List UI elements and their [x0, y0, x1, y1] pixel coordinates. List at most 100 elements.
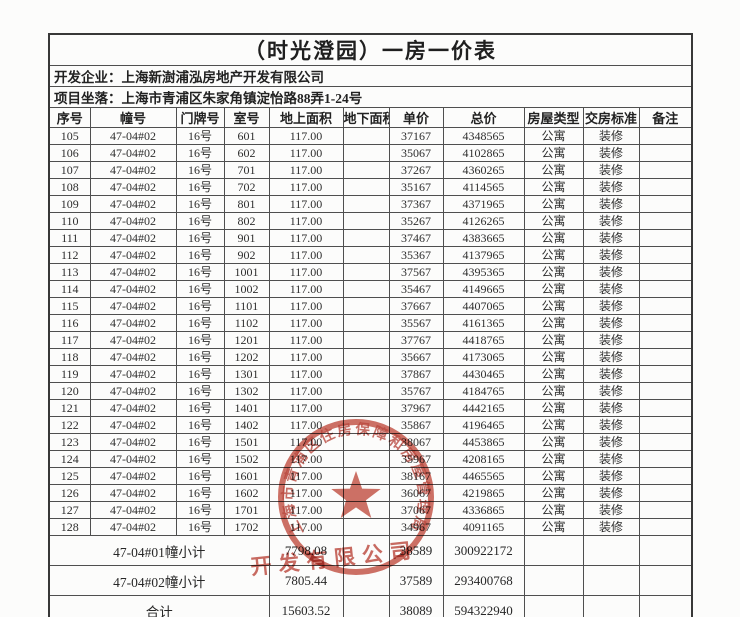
- table-cell: 装修: [582, 416, 640, 434]
- table-row: 120 47-04#02 16号 1302 117.00 35767 4184765 公寓 装修: [48, 382, 693, 400]
- table-cell: 16号: [175, 399, 225, 417]
- table-cell: 37467: [388, 229, 444, 247]
- table-cell: 119: [48, 365, 91, 383]
- table-cell: 35267: [388, 212, 444, 230]
- table-cell: 36067: [388, 484, 444, 502]
- table-cell: 4383665: [442, 229, 525, 247]
- table-cell: 16号: [175, 501, 225, 519]
- table-cell: 701: [223, 161, 270, 179]
- summary-house-type: [523, 595, 584, 617]
- table-cell: 公寓: [523, 484, 584, 502]
- table-cell: 公寓: [523, 433, 584, 451]
- table-cell: 117.00: [268, 297, 344, 315]
- table-cell: 16号: [175, 433, 225, 451]
- table-cell: 37167: [388, 127, 444, 145]
- table-cell: 16号: [175, 297, 225, 315]
- table-row: 109 47-04#02 16号 801 117.00 37367 4371965 公寓 装修: [48, 195, 693, 213]
- table-cell: 装修: [582, 212, 640, 230]
- table-cell: 16号: [175, 518, 225, 536]
- table-cell: [342, 416, 390, 434]
- table-cell: 1302: [223, 382, 270, 400]
- table-summary: 47-04#01幢小计 7798.08 38589 300922172 47-04#02…: [48, 535, 693, 617]
- summary-below-area: [342, 535, 390, 566]
- table-cell: 35867: [388, 416, 444, 434]
- table-cell: [342, 331, 390, 349]
- table-cell: [638, 229, 693, 247]
- table-row: 105 47-04#02 16号 601 117.00 37167 4348565 公寓 装修: [48, 127, 693, 145]
- summary-total-price: 594322940: [442, 595, 525, 617]
- summary-label: 47-04#01幢小计: [48, 535, 270, 566]
- summary-remark: [638, 535, 693, 566]
- table-cell: [342, 280, 390, 298]
- table-cell: 117.00: [268, 331, 344, 349]
- table-cell: [342, 467, 390, 485]
- table-cell: 113: [48, 263, 91, 281]
- table-cell: 4336865: [442, 501, 525, 519]
- table-cell: 37967: [388, 399, 444, 417]
- table-cell: 装修: [582, 501, 640, 519]
- summary-house-type: [523, 565, 584, 596]
- table-cell: 117.00: [268, 212, 344, 230]
- table-cell: 37667: [388, 297, 444, 315]
- table-cell: 37267: [388, 161, 444, 179]
- table-cell: 127: [48, 501, 91, 519]
- table-row: 111 47-04#02 16号 901 117.00 37467 4383665 公寓 装修: [48, 229, 693, 247]
- table-cell: 117.00: [268, 144, 344, 162]
- table-cell: 4430465: [442, 365, 525, 383]
- table-cell: 1601: [223, 467, 270, 485]
- table-cell: 47-04#02: [89, 297, 177, 315]
- table-cell: [342, 195, 390, 213]
- table-cell: 125: [48, 467, 91, 485]
- table-cell: 702: [223, 178, 270, 196]
- table-cell: 902: [223, 246, 270, 264]
- table-cell: [638, 263, 693, 281]
- table-cell: [342, 484, 390, 502]
- table-cell: 装修: [582, 144, 640, 162]
- table-cell: 16号: [175, 178, 225, 196]
- table-cell: 装修: [582, 382, 640, 400]
- table-cell: 117.00: [268, 246, 344, 264]
- table-cell: 16号: [175, 467, 225, 485]
- table-cell: 4114565: [442, 178, 525, 196]
- summary-row: 合计 15603.52 38089 594322940: [48, 595, 693, 617]
- table-cell: 37567: [388, 263, 444, 281]
- table-cell: 4149665: [442, 280, 525, 298]
- price-table: （时光澄园）一房一价表 开发企业：上海新澍浦泓房地产开发有限公司 项目坐落：上海…: [48, 33, 694, 617]
- table-cell: 16号: [175, 484, 225, 502]
- table-cell: 装修: [582, 127, 640, 145]
- table-cell: 801: [223, 195, 270, 213]
- table-cell: [638, 382, 693, 400]
- table-cell: 4196465: [442, 416, 525, 434]
- summary-below-area: [342, 565, 390, 596]
- table-cell: 16号: [175, 382, 225, 400]
- summary-remark: [638, 565, 693, 596]
- table-cell: 4465565: [442, 467, 525, 485]
- table-cell: 公寓: [523, 416, 584, 434]
- table-cell: 装修: [582, 399, 640, 417]
- table-cell: 47-04#02: [89, 144, 177, 162]
- table-cell: 47-04#02: [89, 501, 177, 519]
- table-cell: 117.00: [268, 501, 344, 519]
- table-cell: 47-04#02: [89, 195, 177, 213]
- table-cell: 108: [48, 178, 91, 196]
- table-cell: [342, 144, 390, 162]
- table-cell: 装修: [582, 518, 640, 536]
- table-cell: 1001: [223, 263, 270, 281]
- table-cell: 107: [48, 161, 91, 179]
- table-cell: 公寓: [523, 297, 584, 315]
- table-cell: 117.00: [268, 399, 344, 417]
- table-cell: 47-04#02: [89, 365, 177, 383]
- table-row: 123 47-04#02 16号 1501 117.00 38067 4453865 公寓 装修: [48, 433, 693, 451]
- table-cell: 公寓: [523, 518, 584, 536]
- summary-delivery: [582, 565, 640, 596]
- summary-below-area: [342, 595, 390, 617]
- table-cell: [342, 365, 390, 383]
- table-cell: 4395365: [442, 263, 525, 281]
- table-cell: 公寓: [523, 178, 584, 196]
- table-cell: 1602: [223, 484, 270, 502]
- table-cell: 124: [48, 450, 91, 468]
- table-cell: 117.00: [268, 161, 344, 179]
- table-row: 126 47-04#02 16号 1602 117.00 36067 4219865 公寓 装修: [48, 484, 693, 502]
- table-cell: 装修: [582, 178, 640, 196]
- table-cell: 4137965: [442, 246, 525, 264]
